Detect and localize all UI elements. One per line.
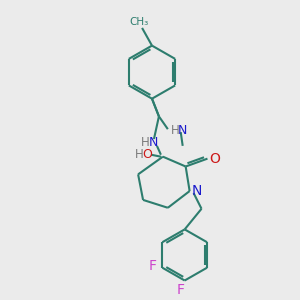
- Text: H: H: [141, 136, 149, 149]
- Text: CH₃: CH₃: [130, 17, 149, 27]
- Text: F: F: [177, 283, 185, 297]
- Text: N: N: [178, 124, 187, 136]
- Text: H: H: [135, 148, 143, 161]
- Text: N: N: [148, 136, 158, 149]
- Text: H: H: [171, 124, 180, 136]
- Text: N: N: [191, 184, 202, 198]
- Text: O: O: [142, 148, 152, 161]
- Text: F: F: [148, 259, 157, 273]
- Text: O: O: [209, 152, 220, 166]
